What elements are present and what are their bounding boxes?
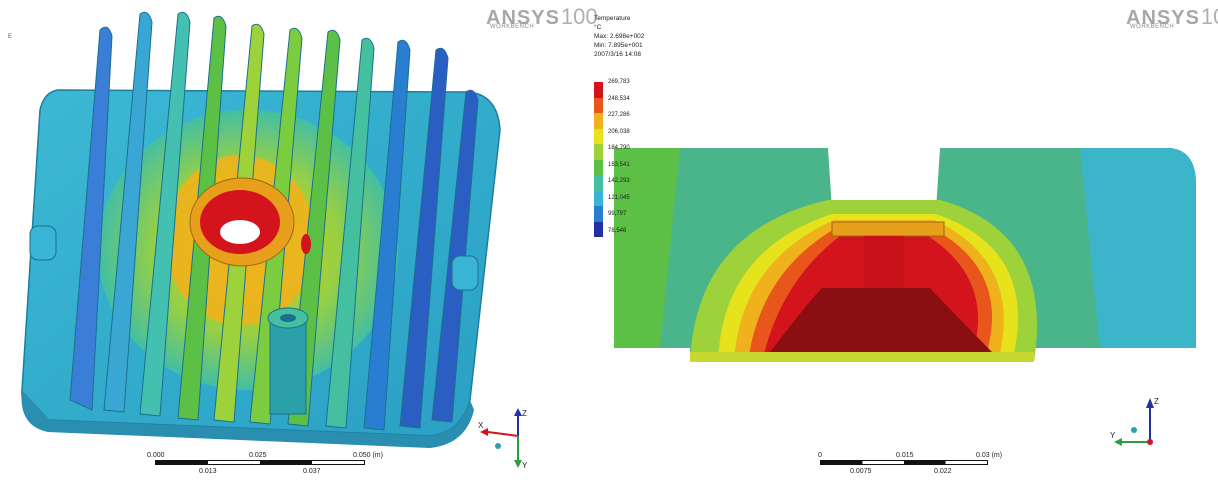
legend-swatch xyxy=(594,221,603,237)
legend-swatch xyxy=(594,82,603,98)
scale-tick-2: 0.050 (m) xyxy=(353,452,383,459)
scale-tick-1: 0.015 xyxy=(896,452,914,459)
legend-swatch xyxy=(594,144,603,160)
legend-swatch xyxy=(594,159,603,175)
axis-triad: Z Y xyxy=(1110,397,1159,446)
legend-label: 269,783 xyxy=(608,79,630,85)
legend-min: Min: 7.895e+001 xyxy=(594,42,643,49)
legend-label: 99,797 xyxy=(608,211,627,217)
legend-swatch xyxy=(594,206,603,222)
legend-date: 2007/3/16 14:08 xyxy=(594,51,641,58)
scale-bar: 0 0.015 0.03 (m) 0.0075 0.022 xyxy=(818,452,1020,482)
legend-label: 248,534 xyxy=(608,95,630,102)
legend-label: 227,286 xyxy=(608,112,630,118)
scale-tick-3: 0.013 xyxy=(199,468,217,475)
triad-z-label: Z xyxy=(1154,397,1159,406)
scale-tick-4: 0.022 xyxy=(934,468,952,475)
scale-tick-2: 0.03 (m) xyxy=(976,452,1003,459)
legend-label: 121,045 xyxy=(608,194,630,201)
scale-tick-0: 0 xyxy=(818,452,822,459)
axis-triad: Z X Y xyxy=(478,408,528,470)
ansys-logo: ANSYS100 WORKBENCH xyxy=(486,4,598,31)
cylinder-head-3d-model[interactable] xyxy=(0,0,600,484)
scale-tick-3: 0.0075 xyxy=(850,468,872,475)
legend-swatch xyxy=(594,175,603,191)
scale-bar: 0.000 0.025 0.050 (m) 0.013 0.037 xyxy=(147,452,383,482)
legend-label: 163,541 xyxy=(608,161,630,168)
legend-label: 78,546 xyxy=(608,227,627,234)
triad-x-label: X xyxy=(478,421,484,430)
legend-title: Temperature xyxy=(594,15,631,22)
scale-tick-4: 0.037 xyxy=(303,468,321,475)
legend-swatch xyxy=(594,97,603,113)
legend-max: Max: 2.698e+002 xyxy=(594,33,645,40)
scale-tick-0: 0.000 xyxy=(147,452,165,459)
legend-swatch xyxy=(594,190,603,206)
legend-color-bar xyxy=(594,82,603,237)
legend-unit: °C xyxy=(594,24,602,31)
right-viewport[interactable]: Temperature °C Max: 2.698e+002 Min: 7.89… xyxy=(594,0,1218,484)
scale-tick-1: 0.025 xyxy=(249,452,267,459)
triad-y-label: Y xyxy=(522,461,528,470)
triad-z-label: Z xyxy=(522,409,527,418)
cross-section-model[interactable] xyxy=(600,0,1218,484)
legend-label: 142,293 xyxy=(608,178,630,184)
legend-swatch xyxy=(594,128,603,144)
temperature-legend: Temperature °C Max: 2.698e+002 Min: 7.89… xyxy=(594,0,714,240)
legend-label: 206,038 xyxy=(608,128,630,135)
legend-label: 184,790 xyxy=(608,145,630,151)
legend-swatch xyxy=(594,113,603,129)
ansys-logo: ANSYS100 WORKBENCH xyxy=(1126,4,1218,31)
triad-y-label: Y xyxy=(1110,431,1116,440)
corner-label: E xyxy=(8,34,13,40)
left-viewport[interactable]: E xyxy=(0,0,600,484)
